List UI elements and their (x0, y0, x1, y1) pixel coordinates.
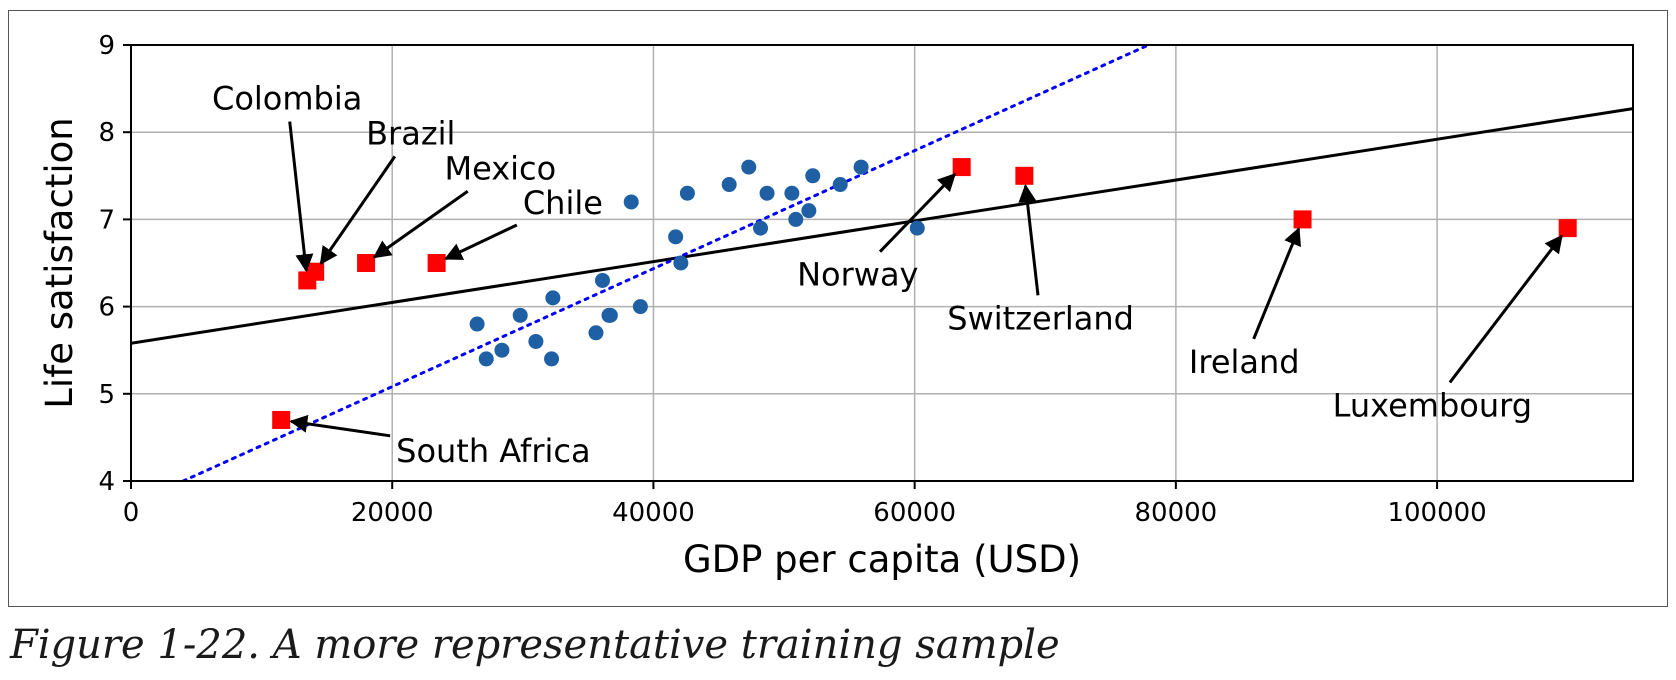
scatter-point (753, 220, 769, 236)
annotation-label: Ireland (1189, 343, 1300, 381)
scatter-point (721, 177, 737, 193)
annotation-arrow (319, 155, 397, 265)
scatter-point (679, 185, 695, 201)
scatter-point (623, 194, 639, 210)
annotation-arrow (1018, 183, 1040, 296)
y-tick-label: 4 (98, 467, 115, 497)
y-tick-label: 5 (98, 380, 115, 410)
scatter-point (788, 211, 804, 227)
annotation-arrow (289, 414, 391, 438)
highlighted-point (272, 410, 291, 429)
data-points (272, 158, 1577, 429)
scatter-point (805, 168, 821, 184)
x-axis-label: GDP per capita (USD) (683, 538, 1081, 581)
x-tick-label: 60000 (873, 498, 956, 528)
solid-model-line (131, 107, 1633, 345)
scatter-point (741, 159, 757, 175)
annotation-arrow (878, 172, 956, 253)
annotation-arrow (288, 121, 314, 273)
scatter-point (759, 185, 775, 201)
y-tick-label: 7 (98, 205, 115, 235)
scatter-point (594, 272, 610, 288)
highlighted-point (427, 254, 446, 272)
scatter-point (545, 290, 561, 306)
scatter-point (544, 351, 560, 367)
annotation-label: Mexico (444, 149, 556, 187)
y-tick-label: 8 (98, 118, 115, 148)
highlighted-point (357, 254, 376, 272)
scatter-point (909, 220, 925, 236)
annotation-arrow (1252, 226, 1301, 340)
axis-ticks: 0 20000 40000 60000 80000 100000 4 5 6 7 8 9 (98, 31, 1486, 528)
highlighted-point (952, 158, 971, 177)
annotation-label: Chile (523, 184, 603, 222)
scatter-point (588, 325, 604, 341)
scatter-point (784, 185, 800, 201)
scatter-point (673, 255, 689, 271)
scatter-point (478, 351, 494, 367)
scatter-point (512, 307, 528, 323)
scatter-point (832, 177, 848, 193)
plot-area-border (130, 44, 1634, 482)
scatter-point (494, 342, 510, 358)
scatter-point (853, 159, 869, 175)
highlighted-point (1015, 166, 1034, 185)
annotation-label: Colombia (212, 80, 362, 118)
x-tick-label: 20000 (351, 498, 434, 528)
annotation-arrow (372, 190, 469, 259)
dotted-model-line (181, 45, 1150, 481)
annotation-arrow (1448, 234, 1563, 384)
annotation-label: South Africa (396, 432, 590, 470)
figure-frame (8, 10, 1668, 607)
highlighted-point (1293, 210, 1312, 229)
highlighted-point (1558, 219, 1577, 238)
scatter-point (801, 203, 817, 219)
y-axis-label: Life satisfaction (38, 117, 81, 408)
x-tick-label: 80000 (1135, 498, 1218, 528)
highlighted-point (306, 262, 325, 281)
scatter-point (632, 299, 648, 315)
annotation-arrow (444, 223, 518, 261)
annotation-label: Norway (797, 256, 918, 294)
annotation-label: Switzerland (947, 299, 1134, 337)
x-tick-label: 0 (123, 498, 140, 528)
figure-caption: Figure 1-22. A more representative train… (10, 622, 1060, 668)
y-tick-label: 9 (98, 31, 115, 61)
scatter-point (668, 229, 684, 245)
x-tick-label: 40000 (612, 498, 695, 528)
scatter-point (528, 333, 544, 349)
y-tick-label: 6 (98, 293, 115, 323)
regression-lines (131, 45, 1633, 481)
scatter-point (602, 307, 618, 323)
scatter-point (469, 316, 485, 332)
annotation-label: Brazil (366, 114, 455, 152)
annotation-label: Luxembourg (1333, 386, 1532, 424)
x-tick-label: 100000 (1387, 498, 1486, 528)
